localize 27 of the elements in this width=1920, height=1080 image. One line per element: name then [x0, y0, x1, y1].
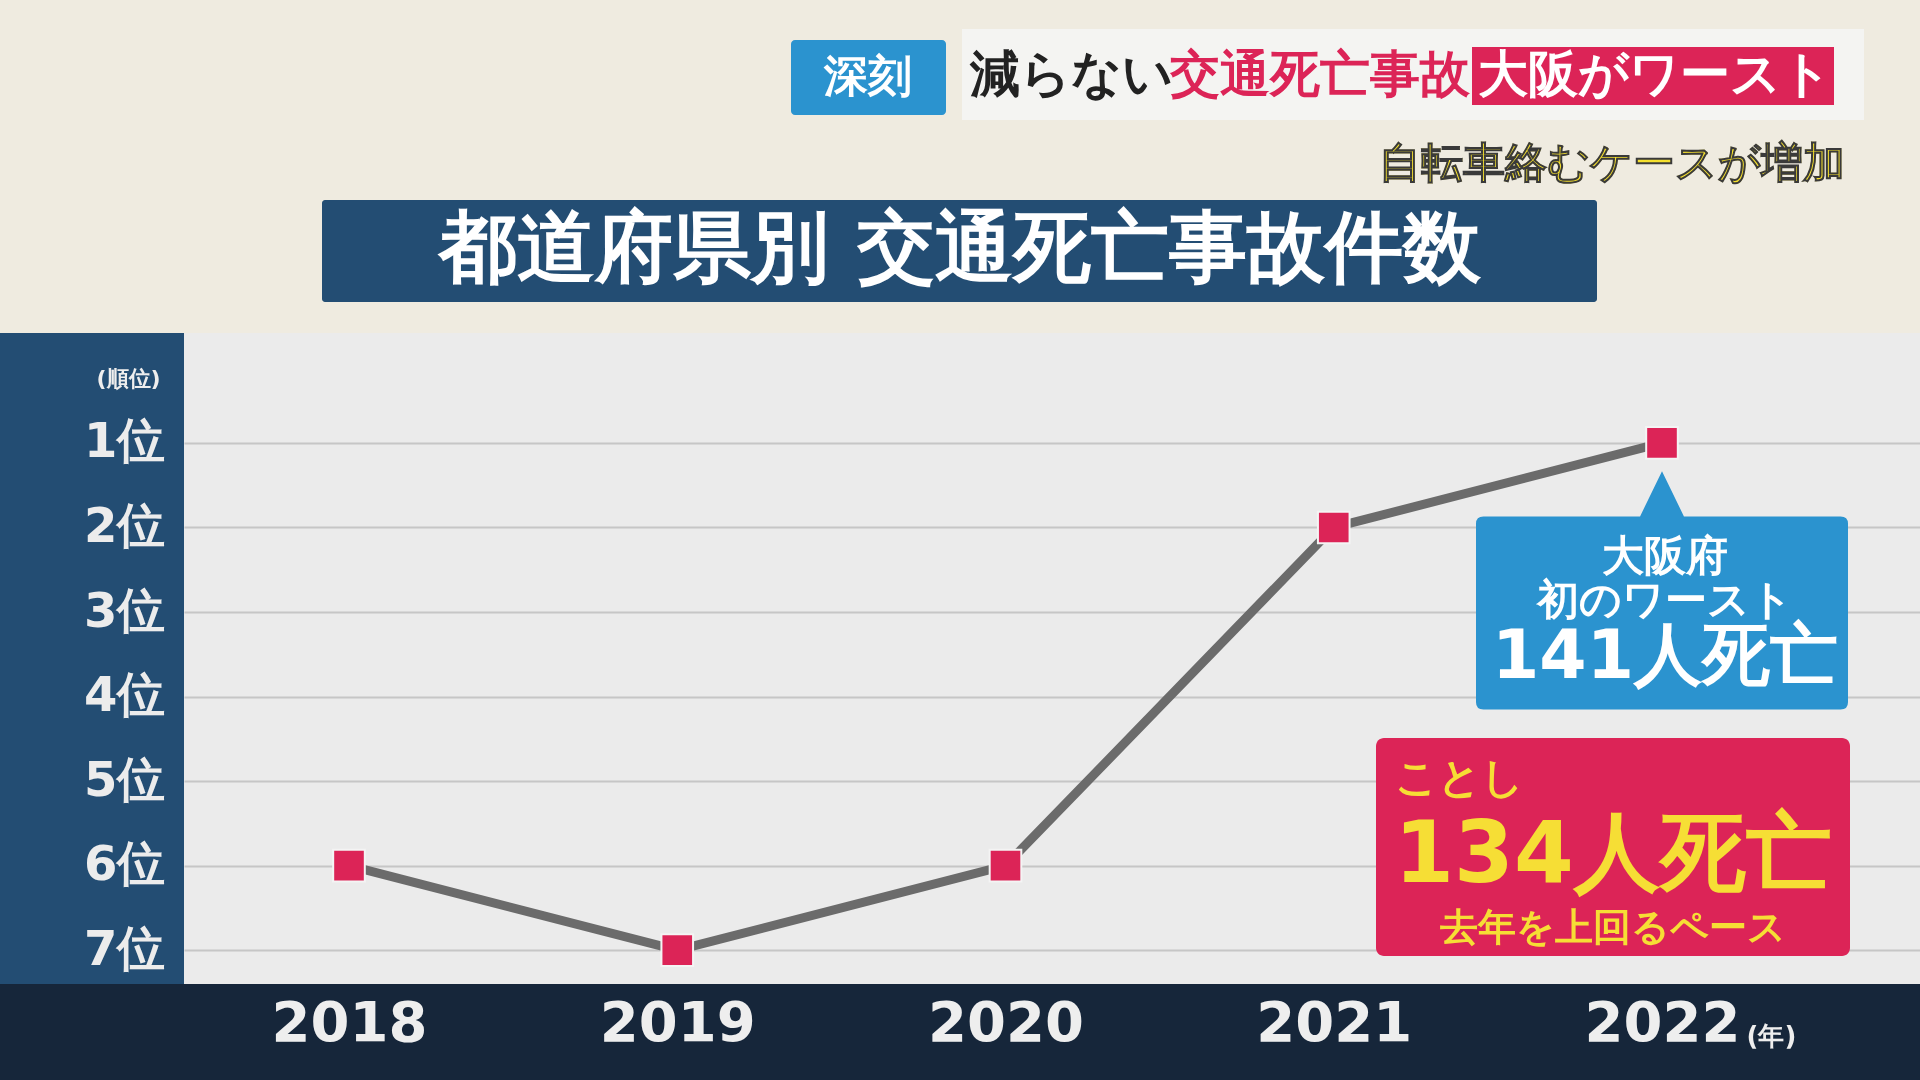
- x-tick-label: 2021: [1256, 988, 1413, 1054]
- x-tick-label: 2022: [1584, 988, 1741, 1054]
- point: [988, 848, 1023, 883]
- y-tick-label: 3位: [84, 581, 166, 638]
- y-tick-label: 5位: [84, 750, 166, 807]
- x-tick-label: 2019: [599, 988, 756, 1054]
- point: [1316, 510, 1351, 545]
- y-tick-label: 4位: [84, 666, 166, 723]
- y-tick-label: 7位: [84, 919, 166, 976]
- x-tick-label: 2020: [928, 988, 1084, 1054]
- y-tick-label: 2位: [84, 496, 166, 553]
- text: 深刻: [823, 50, 912, 101]
- point: [1645, 426, 1679, 460]
- annotation: 去年を上回るペース: [1440, 905, 1786, 949]
- y-axis-title: (順位): [96, 365, 161, 391]
- chart-title: 都道府県別 交通死亡事故件数: [437, 202, 1482, 292]
- y-tick-label: 6位: [84, 835, 166, 892]
- annotation: ことし: [1395, 753, 1524, 802]
- x-axis-title: (年): [1746, 1020, 1797, 1051]
- point: [660, 933, 695, 967]
- x-tick-label: 2018: [271, 988, 428, 1054]
- chart-subtitle: 自転車絡むケースが増加: [1379, 138, 1845, 187]
- text: 大阪がワースト: [1478, 45, 1832, 103]
- text: 交通死亡事故: [1169, 45, 1471, 103]
- annotation: 134人死亡: [1394, 802, 1832, 902]
- y-tick-label: 1位: [84, 412, 166, 469]
- point: [332, 848, 366, 883]
